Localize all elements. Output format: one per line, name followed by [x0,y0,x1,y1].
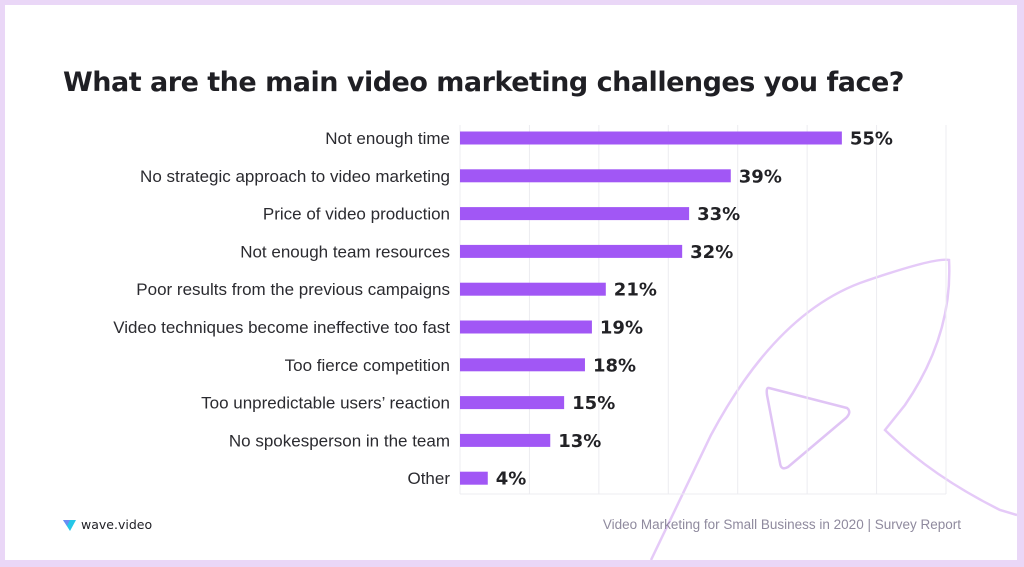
category-label: Not enough time [325,129,450,148]
value-label: 18% [593,355,636,376]
bar [460,433,551,447]
value-label: 13% [558,431,601,452]
brand-name: wave.video [81,517,153,532]
bar [460,131,842,145]
category-label: No spokesperson in the team [229,431,450,450]
bar [460,320,592,334]
bar [460,358,585,372]
value-label: 21% [614,280,657,301]
chart-title: What are the main video marketing challe… [63,67,904,98]
bar [460,471,488,485]
value-label: 19% [600,318,643,339]
wave-video-logo: wave.video [62,517,152,532]
category-label: Too fierce competition [285,356,450,375]
value-label: 55% [850,129,893,150]
chart-card: What are the main video marketing challe… [5,5,1017,560]
value-label: 4% [496,469,527,490]
category-label: No strategic approach to video marketing [140,167,450,186]
wave-logo-icon [63,519,76,531]
bar [460,207,690,221]
category-label: Video techniques become ineffective too … [113,318,450,337]
category-label: Price of video production [263,205,450,224]
bar-chart: Not enough time 55% No strategic approach … [113,125,947,495]
value-label: 39% [739,166,782,187]
value-label: 33% [697,204,740,225]
bar [460,169,731,183]
category-label: Not enough team resources [240,242,450,261]
play-decoration [649,258,1017,560]
category-label: Poor results from the previous campaigns [136,280,450,299]
category-label: Other [407,469,450,488]
footer-caption: Video Marketing for Small Business in 20… [602,517,961,532]
value-label: 32% [690,242,733,263]
bar [460,282,606,296]
bar [460,244,683,258]
category-label: Too unpredictable users’ reaction [201,394,450,413]
bar [460,396,565,410]
value-label: 15% [572,393,615,414]
